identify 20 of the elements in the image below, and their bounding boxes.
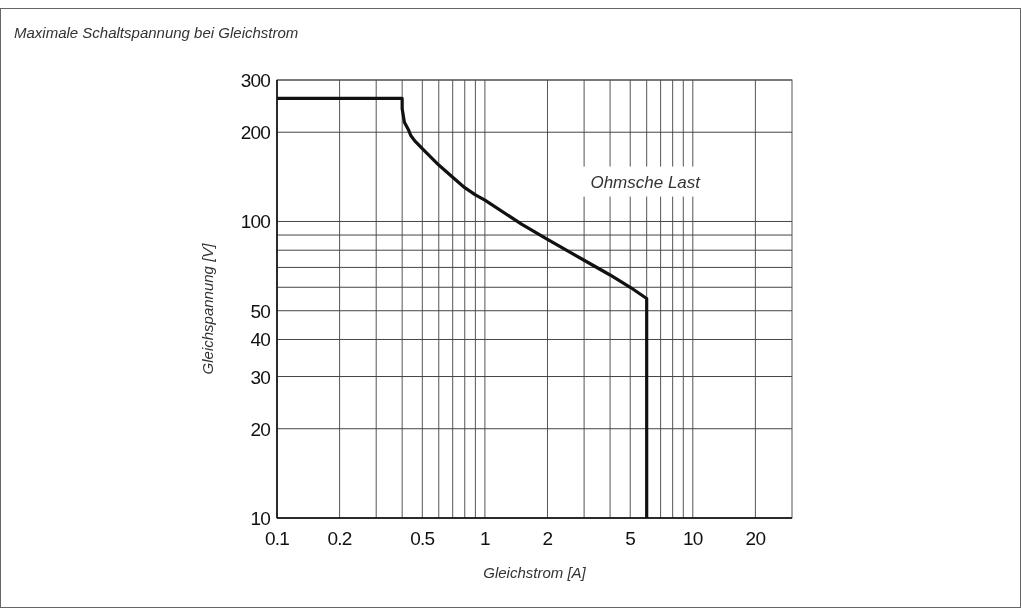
- x-tick-label: 0.1: [264, 528, 290, 549]
- x-tick-label: 0.2: [327, 528, 352, 549]
- y-tick-label: 100: [240, 210, 271, 232]
- x-tick-label: 1: [480, 528, 491, 549]
- y-tick-label: 50: [250, 300, 271, 322]
- x-axis-title: Gleichstrom [A]: [483, 564, 587, 581]
- y-tick-label: 30: [250, 366, 271, 388]
- annotation: Ohmsche Last: [590, 172, 702, 192]
- x-tick-label: 20: [745, 528, 766, 549]
- x-tick-label: 5: [625, 528, 636, 549]
- x-tick-label: 10: [683, 528, 703, 549]
- y-tick-label: 200: [240, 121, 271, 143]
- text: Maximale Schaltspannung bei Gleichstrom: [14, 24, 299, 41]
- y-axis-title: Gleichspannung [V]: [199, 242, 216, 375]
- y-tick-label: 300: [240, 69, 271, 91]
- y-tick-label: 40: [250, 328, 271, 350]
- x-tick-label: 0.5: [410, 528, 435, 549]
- y-tick-label: 10: [250, 507, 271, 529]
- y-tick-label: 20: [250, 418, 271, 440]
- x-tick-label: 2: [542, 528, 553, 549]
